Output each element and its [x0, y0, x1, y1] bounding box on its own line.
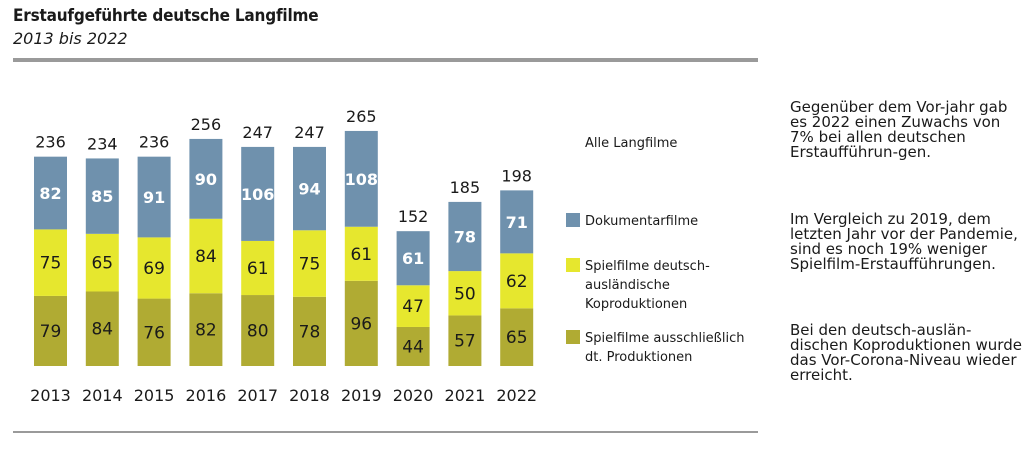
bar-segment-dokumentarfilme-2021: [448, 201, 482, 272]
bar-total-label: 198: [501, 166, 532, 185]
bar-value-label: 79: [40, 322, 62, 342]
bar-value-label: 90: [195, 170, 217, 189]
bar-value-label: 50: [454, 284, 476, 304]
bar-value-label: 75: [299, 255, 321, 275]
bar-value-label: 65: [91, 254, 113, 274]
bar-value-label: 57: [454, 332, 476, 352]
bar-value-label: 108: [345, 170, 378, 189]
bar-segment-spielfilme-ausschlie-lich-dt-produktionen-2017: [241, 295, 275, 366]
legend-swatch-dt-produktionen: [566, 330, 580, 344]
bar-segment-spielfilme-ausschlie-lich-dt-produktionen-2013: [34, 295, 67, 366]
bar-total-label: 236: [35, 133, 66, 152]
note-paragraph-1: Gegenüber dem Vor-jahr gab es 2022 einen…: [790, 98, 1008, 161]
bar-value-label: 82: [39, 184, 61, 203]
bar-segment-spielfilme-deutsch-ausl-ndische-koproduktionen-2013: [34, 229, 67, 296]
bar-segment-dokumentarfilme-2022: [500, 190, 534, 254]
bar-value-label: 78: [454, 227, 476, 246]
bottom-divider: [13, 431, 758, 433]
bar-value-label: 84: [91, 320, 113, 340]
bar-segment-spielfilme-ausschlie-lich-dt-produktionen-2020: [396, 326, 430, 366]
bar-value-label: 71: [506, 213, 528, 232]
x-tick-label: 2019: [341, 386, 382, 405]
bar-value-label: 85: [91, 187, 113, 206]
bar-segment-dokumentarfilme-2018: [293, 146, 326, 231]
bar-value-label: 106: [241, 185, 274, 204]
chart-subtitle: 2013 bis 2022: [13, 29, 128, 48]
bar-segment-spielfilme-deutsch-ausl-ndische-koproduktionen-2014: [85, 233, 119, 292]
bar-total-label: 185: [450, 178, 481, 197]
chart-title: Erstaufgeführte deutsche Langfilme: [13, 6, 319, 26]
bar-value-label: 75: [40, 254, 62, 274]
bar-value-label: 47: [402, 297, 424, 317]
bar-value-label: 91: [143, 188, 165, 207]
bar-segment-spielfilme-ausschlie-lich-dt-produktionen-2015: [137, 298, 171, 366]
bar-value-label: 78: [299, 322, 321, 342]
note-paragraph-2: Im Vergleich zu 2019, dem letzten Jahr v…: [790, 210, 1018, 273]
x-tick-label: 2020: [393, 386, 434, 405]
bar-segment-dokumentarfilme-2013: [34, 156, 67, 230]
x-tick-label: 2018: [289, 386, 330, 405]
bar-value-label: 44: [402, 337, 424, 357]
bar-value-label: 62: [506, 272, 528, 292]
legend-item-dokumentarfilme: Dokumentarfilme: [566, 212, 760, 231]
bar-total-label: 236: [139, 133, 170, 152]
bar-total-label: 234: [87, 134, 118, 153]
bar-segment-spielfilme-deutsch-ausl-ndische-koproduktionen-2017: [241, 240, 275, 296]
bar-total-label: 256: [191, 115, 222, 134]
bar-segment-spielfilme-ausschlie-lich-dt-produktionen-2021: [448, 315, 482, 366]
bar-value-label: 61: [402, 249, 424, 268]
bar-total-label: 247: [242, 123, 273, 142]
x-tick-label: 2017: [237, 386, 278, 405]
bar-total-label: 247: [294, 123, 325, 142]
x-tick-label: 2022: [496, 386, 537, 405]
bar-segment-dokumentarfilme-2017: [241, 146, 275, 241]
legend-label-dt-produktionen: Spielfilme ausschließlich dt. Produktion…: [585, 331, 745, 365]
bar-segment-spielfilme-ausschlie-lich-dt-produktionen-2016: [189, 293, 223, 366]
bar-segment-dokumentarfilme-2015: [137, 156, 171, 238]
bar-segment-spielfilme-deutsch-ausl-ndische-koproduktionen-2020: [396, 285, 430, 327]
bar-value-label: 80: [247, 322, 269, 342]
bar-segment-spielfilme-deutsch-ausl-ndische-koproduktionen-2019: [344, 226, 378, 281]
x-tick-label: 2013: [30, 386, 71, 405]
bar-value-label: 96: [350, 314, 372, 334]
bar-value-label: 84: [195, 247, 217, 267]
legend-label-koproduktionen: Spielfilme deutsch-ausländische Koproduk…: [585, 259, 710, 312]
bar-segment-spielfilme-deutsch-ausl-ndische-koproduktionen-2015: [137, 237, 171, 299]
bar-value-label: 82: [195, 321, 217, 341]
bar-value-label: 65: [506, 328, 528, 348]
legend-label-dokumentarfilme: Dokumentarfilme: [585, 214, 699, 229]
legend-title: Alle Langfilme: [585, 136, 678, 151]
bar-value-label: 61: [247, 259, 269, 279]
legend-item-koproduktionen: Spielfilme deutsch-ausländische Koproduk…: [566, 257, 710, 314]
bar-value-label: 69: [143, 259, 165, 279]
bar-value-label: 61: [350, 245, 372, 265]
bar-segment-dokumentarfilme-2016: [189, 138, 223, 219]
legend-item-dt-produktionen: Spielfilme ausschließlich dt. Produktion…: [566, 329, 745, 367]
bar-segment-spielfilme-ausschlie-lich-dt-produktionen-2014: [85, 291, 119, 366]
legend-swatch-koproduktionen: [566, 258, 580, 272]
bar-value-label: 94: [298, 180, 320, 199]
bar-segment-spielfilme-deutsch-ausl-ndische-koproduktionen-2016: [189, 218, 223, 294]
bar-segment-dokumentarfilme-2020: [396, 231, 430, 286]
bar-total-label: 265: [346, 107, 377, 126]
bar-segment-spielfilme-deutsch-ausl-ndische-koproduktionen-2022: [500, 253, 534, 309]
bar-segment-spielfilme-ausschlie-lich-dt-produktionen-2022: [500, 308, 534, 366]
x-tick-label: 2021: [445, 386, 486, 405]
bar-total-label: 152: [398, 207, 429, 226]
note-paragraph-3: Bei den deutsch-auslän-dischen Koprodukt…: [790, 321, 1022, 384]
bar-segment-spielfilme-deutsch-ausl-ndische-koproduktionen-2021: [448, 271, 482, 316]
top-divider: [13, 58, 758, 62]
x-tick-label: 2014: [82, 386, 123, 405]
bar-segment-spielfilme-deutsch-ausl-ndische-koproduktionen-2018: [293, 230, 326, 297]
x-tick-label: 2016: [186, 386, 227, 405]
bar-segment-spielfilme-ausschlie-lich-dt-produktionen-2018: [293, 296, 326, 366]
legend-swatch-dokumentarfilme: [566, 213, 580, 227]
x-tick-label: 2015: [134, 386, 175, 405]
bar-segment-dokumentarfilme-2019: [344, 130, 378, 227]
bar-value-label: 76: [143, 323, 165, 343]
bar-segment-spielfilme-ausschlie-lich-dt-produktionen-2019: [344, 280, 378, 366]
bar-segment-dokumentarfilme-2014: [85, 158, 119, 234]
